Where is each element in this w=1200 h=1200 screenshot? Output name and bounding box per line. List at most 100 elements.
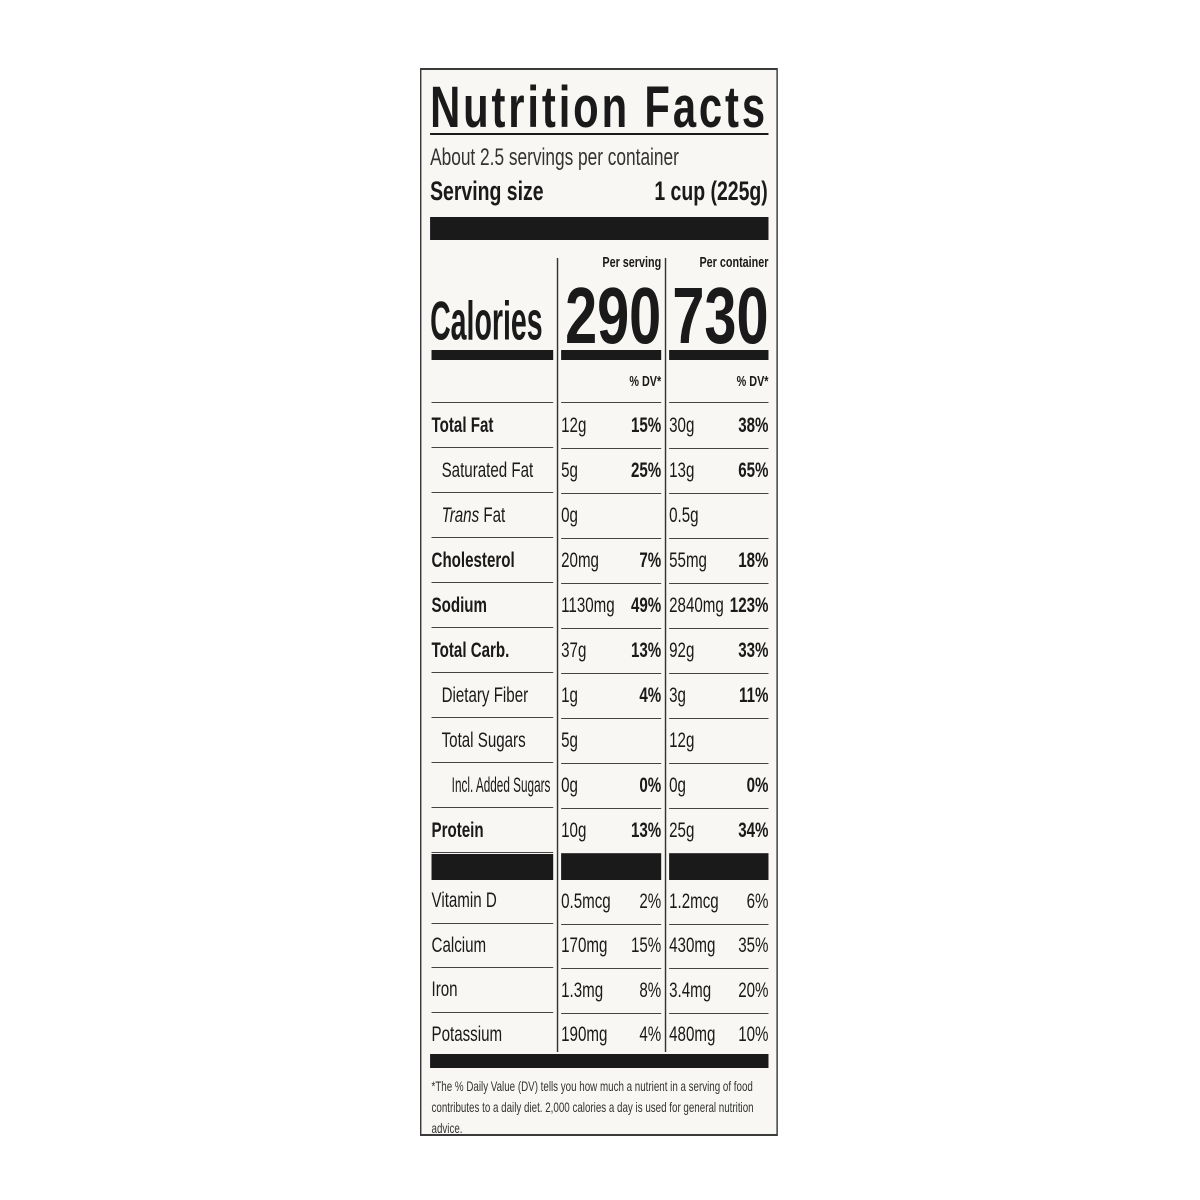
- nutrient-container-cell: 30g 38%: [669, 404, 769, 449]
- title-divider: [430, 133, 769, 135]
- nutrient-label: Total Sugars: [441, 728, 526, 752]
- nutrient-label-wrap: Calcium: [432, 934, 487, 958]
- nutrient-row: Calcium 170mg 15% 430mg 35%: [421, 925, 779, 969]
- calories-bar: [561, 350, 662, 360]
- amount-container: 25g: [669, 819, 695, 842]
- nutrient-row: Protein 10g 13% 25g 34%: [421, 809, 779, 854]
- nutrient-label-wrap: Total Carb.: [432, 639, 510, 663]
- nutrient-name-cell: Calcium: [431, 925, 554, 968]
- amount-container: 0g: [669, 774, 686, 797]
- nutrient-container-cell: 55mg 18%: [669, 539, 769, 584]
- dv-serving: 13%: [630, 639, 662, 662]
- nutrient-label: Fat: [479, 503, 506, 527]
- per-container-header: Per container: [699, 254, 769, 271]
- calories-bar: [669, 350, 769, 360]
- nutrient-serving-cell: 1.3mg 8%: [561, 969, 662, 1014]
- dv-container: 18%: [738, 549, 769, 572]
- dv-container: 65%: [738, 459, 769, 482]
- dv-container: 0%: [746, 774, 769, 797]
- amount-serving: 37g: [561, 639, 587, 662]
- amount-container: 2840mg: [669, 594, 724, 617]
- dv-serving: 7%: [639, 549, 662, 572]
- nutrient-serving-cell: 10g 13%: [561, 809, 662, 854]
- nutrient-name-cell: Incl. Added Sugars: [431, 764, 554, 808]
- nutrient-container-cell: 0g 0%: [669, 764, 769, 809]
- dv-serving: 15%: [630, 414, 662, 437]
- amount-container: 13g: [669, 459, 695, 482]
- amount-container: 12g: [669, 729, 695, 752]
- nutrient-row: Incl. Added Sugars 0g 0% 0g 0%: [421, 764, 779, 809]
- column-divider: [664, 258, 667, 1052]
- amount-serving: 1130mg: [561, 594, 615, 617]
- nutrient-label: Iron: [431, 978, 458, 1002]
- nutrient-row: Cholesterol 20mg 7% 55mg 18%: [421, 539, 779, 584]
- nutrient-label: Vitamin D: [431, 889, 497, 913]
- section-bar: [669, 854, 769, 880]
- nutrient-label: Dietary Fiber: [441, 683, 529, 707]
- nutrient-serving-cell: 5g 25%: [561, 449, 662, 494]
- amount-serving: 0g: [561, 504, 578, 527]
- nutrient-label: Cholesterol: [431, 548, 515, 572]
- nutrient-container-cell: 3g 11%: [669, 674, 769, 719]
- nutrient-container-cell: 12g: [669, 719, 769, 764]
- nutrient-label-wrap: Cholesterol: [432, 549, 515, 573]
- nutrient-label-wrap: Incl. Added Sugars: [452, 774, 551, 798]
- calories-per-container: 730: [672, 271, 769, 360]
- dv-header-container: % DV*: [736, 373, 769, 390]
- label-title: Nutrition Facts: [430, 75, 768, 140]
- amount-serving: 1.3mg: [561, 978, 604, 1002]
- column-divider: [556, 258, 559, 1052]
- nutrient-serving-cell: 1g 4%: [561, 674, 662, 719]
- nutrient-row: Iron 1.3mg 8% 3.4mg 20%: [421, 969, 779, 1014]
- nutrient-name-cell: Sodium: [431, 584, 554, 628]
- nutrient-serving-cell: 0g 0%: [561, 764, 662, 809]
- amount-serving: 1g: [561, 684, 578, 707]
- footnote: *The % Daily Value (DV) tells you how mu…: [431, 1079, 754, 1136]
- nutrient-row: Dietary Fiber 1g 4% 3g 11%: [421, 674, 779, 719]
- nutrient-container-cell: 92g 33%: [669, 629, 769, 674]
- nutrient-name-cell: Cholesterol: [431, 539, 554, 583]
- amount-serving: 10g: [561, 819, 587, 842]
- nutrient-name-cell: Potassium: [432, 1014, 554, 1058]
- dv-container: 38%: [738, 414, 769, 437]
- dv-header-serving: % DV*: [629, 373, 662, 390]
- nutrient-serving-cell: 170mg 15%: [561, 925, 662, 969]
- calories-per-serving: 290: [565, 271, 662, 360]
- nutrient-label: Potassium: [431, 1023, 503, 1047]
- nutrition-facts-label: Nutrition Facts About 2.5 servings per c…: [420, 68, 778, 1136]
- dv-container: 33%: [738, 639, 769, 662]
- row-divider: [561, 402, 662, 403]
- dv-container: 6%: [746, 889, 769, 913]
- nutrient-label: Sodium: [431, 593, 487, 617]
- nutrient-label-wrap: Total Sugars: [442, 729, 526, 753]
- servings-per-container: About 2.5 servings per container: [430, 144, 679, 171]
- nutrient-serving-cell: 37g 13%: [561, 629, 662, 674]
- nutrient-label: Total Carb.: [431, 638, 510, 662]
- row-divider: [669, 402, 769, 403]
- amount-serving: 0.5mcg: [561, 889, 611, 913]
- nutrient-label-wrap: Saturated Fat: [442, 459, 534, 483]
- nutrient-name-cell: Vitamin D: [431, 880, 554, 924]
- nutrient-serving-cell: 20mg 7%: [561, 539, 662, 584]
- serving-size-value: 1 cup (225g): [654, 176, 768, 206]
- nutrient-container-cell: 480mg 10%: [669, 1014, 768, 1058]
- nutrient-label-wrap: Protein: [432, 819, 484, 843]
- nutrient-container-cell: 1.2mcg 6%: [669, 880, 769, 925]
- nutrient-label-wrap: Total Fat: [432, 414, 494, 438]
- amount-serving: 5g: [561, 459, 578, 482]
- amount-container: 3.4mg: [669, 978, 712, 1002]
- nutrient-label: Protein: [431, 818, 484, 842]
- nutrient-serving-cell: 190mg 4%: [561, 1014, 661, 1058]
- nutrient-serving-cell: 0.5mcg 2%: [561, 880, 662, 925]
- nutrient-serving-cell: 5g: [561, 719, 662, 764]
- amount-serving: 170mg: [561, 934, 608, 958]
- nutrient-row: Total Fat 12g 15% 30g 38%: [421, 404, 779, 449]
- section-bar: [431, 854, 554, 880]
- amount-container: 3g: [669, 684, 686, 707]
- amount-serving: 0g: [561, 774, 578, 797]
- nutrient-serving-cell: 12g 15%: [561, 404, 662, 449]
- nutrient-row: Sodium 1130mg 49% 2840mg 123%: [421, 584, 779, 629]
- amount-container: 55mg: [669, 549, 707, 572]
- nutrient-label: Total Fat: [431, 413, 494, 437]
- row-divider: [431, 402, 554, 403]
